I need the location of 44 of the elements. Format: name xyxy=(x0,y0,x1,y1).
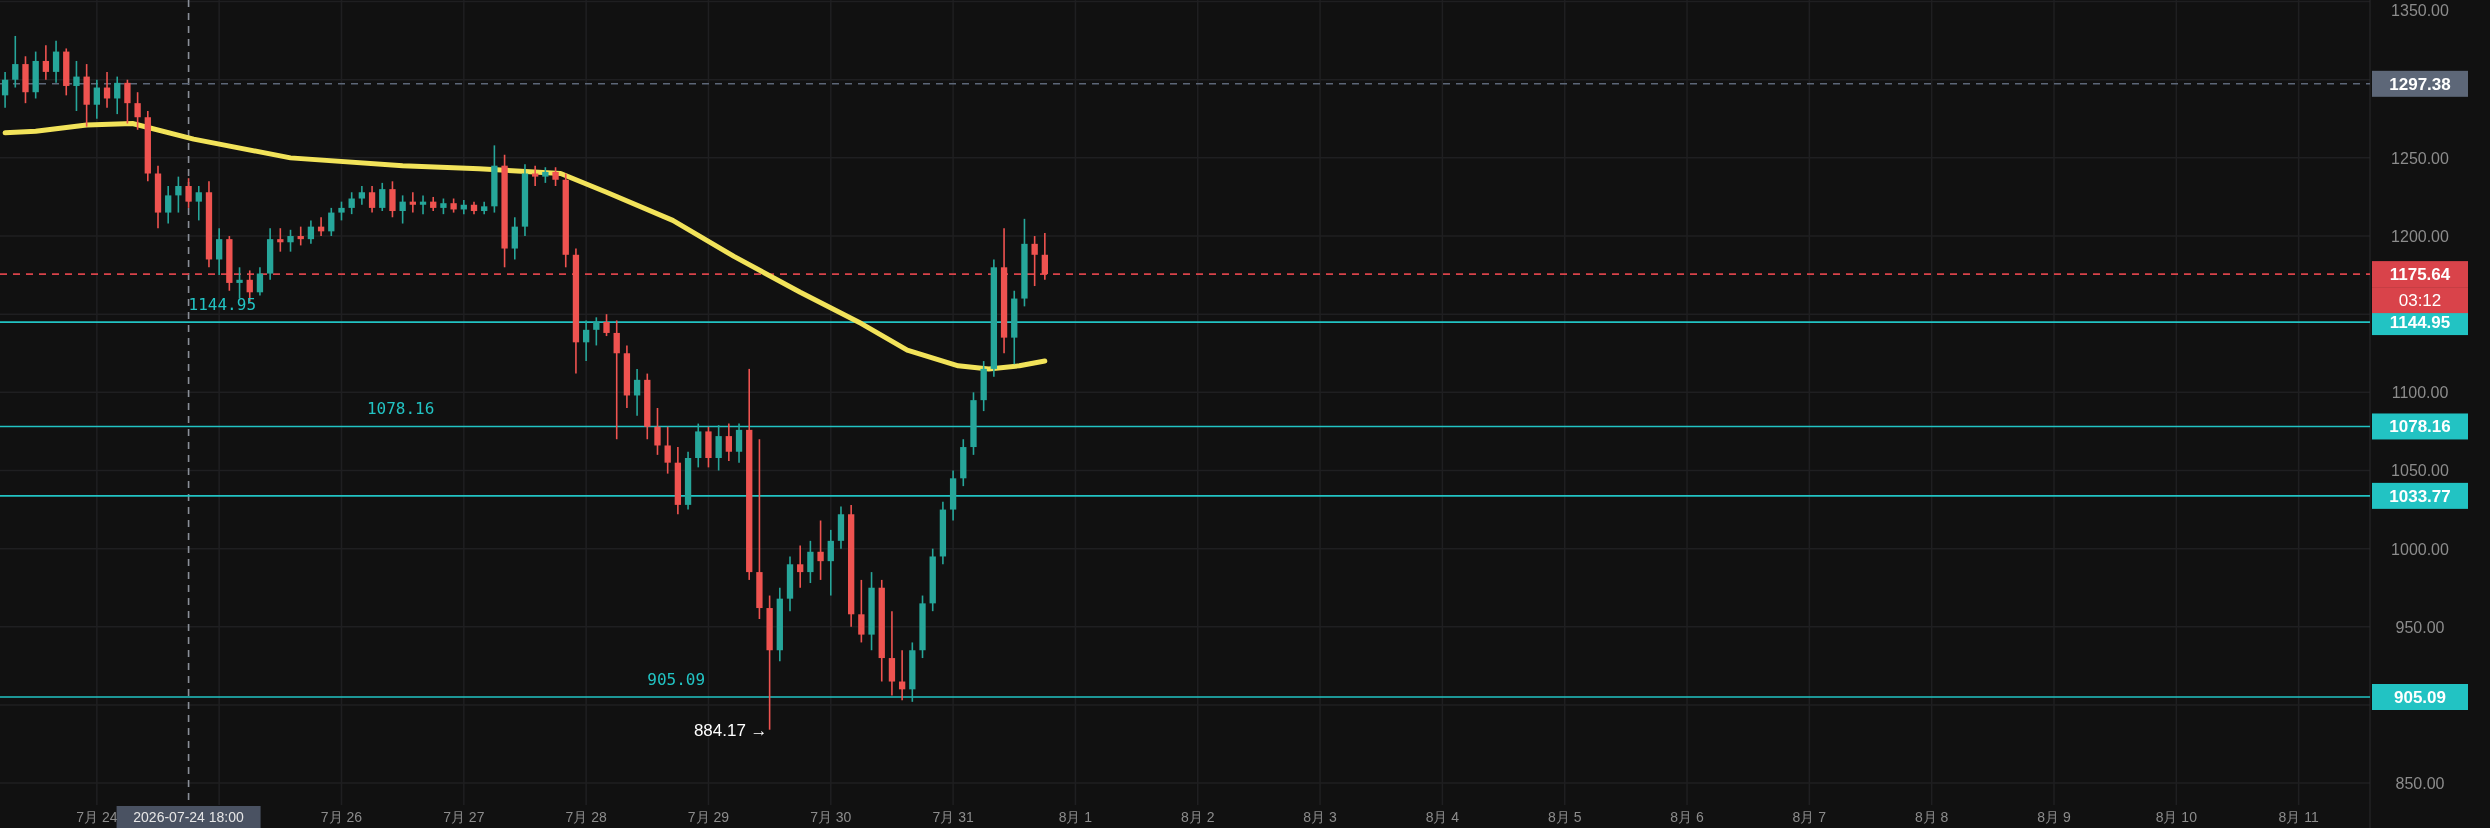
x-tick-label: 8月 4 xyxy=(1425,809,1460,825)
annotation: 884.17 → xyxy=(693,720,768,740)
y-tick-label: 850.00 xyxy=(2395,775,2445,793)
ref-line-label: 1078.16 xyxy=(2389,417,2451,437)
x-tick-label: 8月 3 xyxy=(1303,809,1338,825)
y-tick-label: 1250.00 xyxy=(2391,149,2450,167)
y-tick-label: 1050.00 xyxy=(2391,462,2450,480)
ref-line-label: 1144.95 xyxy=(2389,313,2451,333)
ref-line-label: 1297.38 xyxy=(2372,70,2468,97)
ref-line-label: 1078.16 xyxy=(2372,413,2468,440)
y-tick-label: 1350.00 xyxy=(2391,2,2450,19)
ref-line-label: 905.09 xyxy=(2372,684,2468,710)
x-tick-label: 8月 10 xyxy=(2155,809,2198,825)
ref-line-label: 1175.64 xyxy=(2372,261,2468,288)
x-tick-label: 7月 24 xyxy=(76,809,118,825)
y-tick-label: 1200.00 xyxy=(2391,228,2450,246)
x-tick-label: 8月 2 xyxy=(1181,809,1215,825)
ref-line-label: 2026-07-24 18:00 xyxy=(116,806,261,828)
annotation: 1078.16 xyxy=(366,399,435,419)
x-tick-label: 7月 26 xyxy=(320,809,363,825)
x-tick-label: 8月 8 xyxy=(1914,809,1949,825)
x-tick-label: 8月 6 xyxy=(1670,809,1704,825)
countdown-label: 03:12 xyxy=(2372,287,2468,314)
x-tick-label: 8月 5 xyxy=(1547,809,1582,825)
ref-line-label: 2026-07-24 18:00 xyxy=(133,809,245,825)
y-tick-label: 950.00 xyxy=(2395,618,2445,636)
annotation: 1144.95 xyxy=(188,295,257,315)
y-tick-label: 1000.00 xyxy=(2391,540,2450,558)
x-tick-label: 7月 31 xyxy=(932,809,974,825)
ref-line-label: 1033.77 xyxy=(2389,486,2451,506)
ref-line-label: 1033.77 xyxy=(2372,482,2468,509)
x-tick-label: 7月 28 xyxy=(565,809,607,825)
x-tick-label: 8月 1 xyxy=(1058,809,1093,825)
x-tick-label: 8月 9 xyxy=(2037,809,2071,825)
ref-line-label: 1175.64 xyxy=(2389,265,2451,285)
y-tick-label: 1100.00 xyxy=(2391,384,2449,402)
x-tick-label: 8月 7 xyxy=(1792,809,1827,825)
x-tick-label: 7月 29 xyxy=(687,809,730,825)
x-tick-label: 7月 30 xyxy=(810,809,852,825)
ref-line-label: 905.09 xyxy=(2394,688,2446,707)
x-tick-label: 7月 27 xyxy=(443,809,485,825)
x-tick-label: 8月 11 xyxy=(2278,809,2319,825)
annotation: 905.09 xyxy=(647,670,706,689)
ref-line-label: 1297.38 xyxy=(2389,74,2451,94)
